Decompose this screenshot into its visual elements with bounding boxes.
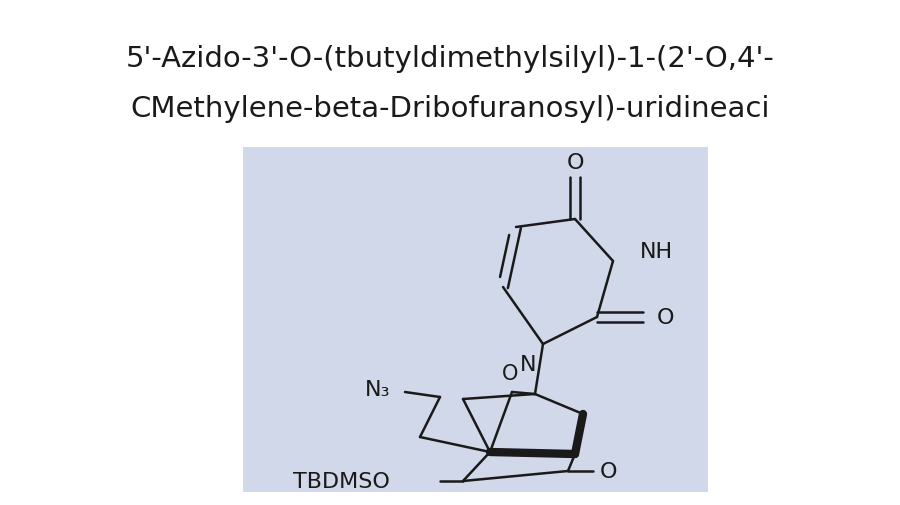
Text: 5'-Azido-3'-O-(tbutyldimethylsilyl)-1-(2'-O,4'-: 5'-Azido-3'-O-(tbutyldimethylsilyl)-1-(2… xyxy=(126,45,774,73)
Text: NH: NH xyxy=(640,241,673,262)
Text: O: O xyxy=(656,308,674,327)
Text: CMethylene-beta-Dribofuranosyl)-uridineaci: CMethylene-beta-Dribofuranosyl)-uridinea… xyxy=(130,95,770,123)
Text: TBDMSO: TBDMSO xyxy=(293,471,390,491)
Text: O: O xyxy=(502,363,518,383)
Text: O: O xyxy=(566,153,584,173)
Text: N₃: N₃ xyxy=(364,379,390,399)
Text: O: O xyxy=(600,461,617,481)
Text: N: N xyxy=(520,355,536,374)
Bar xyxy=(243,147,708,492)
